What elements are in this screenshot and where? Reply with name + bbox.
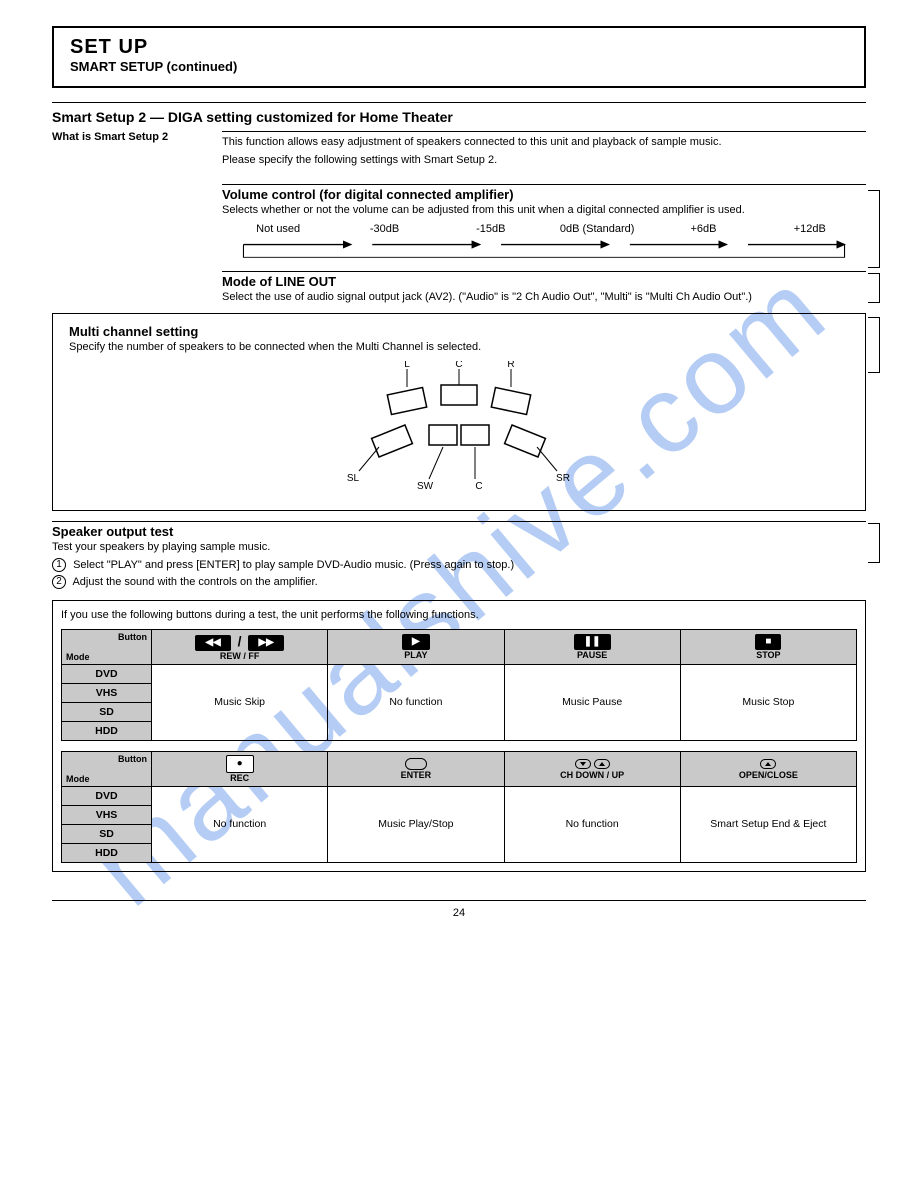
step-1-num: 1	[52, 558, 66, 572]
g1-rewff: Music Skip	[152, 664, 328, 740]
spk-R: R	[507, 361, 514, 370]
intro-label: What is Smart Setup 2	[52, 131, 222, 145]
vol-desc: Selects whether or not the volume can be…	[222, 204, 866, 218]
pause-icon: ❚❚	[574, 634, 611, 650]
vol-title: Volume control (for digital connected am…	[222, 187, 866, 202]
button-table-1: Mode Button ◀◀ / ▶▶ REW / FF ▶ PLAY ❚❚ P…	[61, 629, 857, 741]
mode-hdd: HDD	[62, 721, 152, 740]
mode-vhs: VHS	[62, 683, 152, 702]
flow-1: -30dB	[334, 223, 434, 235]
step-2-num: 2	[52, 575, 66, 589]
section-heading: Smart Setup 2 — DIGA setting customized …	[52, 109, 866, 125]
button-table-2: Mode Button ● REC ENTER CH DOWN / UP	[61, 751, 857, 863]
hdr-rec: ● REC	[152, 751, 328, 786]
test-title: Speaker output test	[52, 524, 866, 539]
lineout-desc: Select the use of audio signal output ja…	[222, 291, 866, 305]
intro-body-1: This function allows easy adjustment of …	[222, 136, 866, 150]
vol-flow-diagram: Not used -30dB -15dB 0dB (Standard) +6dB…	[222, 223, 866, 261]
title-sub: SMART SETUP (continued)	[70, 59, 848, 74]
spk-C2: C	[475, 481, 482, 492]
mode2-hdd: HDD	[62, 843, 152, 862]
mode-dvd: DVD	[62, 664, 152, 683]
g1-play: No function	[328, 664, 504, 740]
play-icon: ▶	[402, 634, 430, 650]
enter-icon	[405, 758, 427, 770]
g1-pause: Music Pause	[504, 664, 680, 740]
hdr-pause: ❚❚ PAUSE	[504, 629, 680, 664]
g2-rec: No function	[152, 786, 328, 862]
spk-SL: SL	[347, 473, 360, 484]
hdr-rew-ff: ◀◀ / ▶▶ REW / FF	[152, 629, 328, 664]
hdr-enter: ENTER	[328, 751, 504, 786]
test-lead: Test your speakers by playing sample mus…	[52, 541, 866, 555]
flow-5: +12dB	[760, 223, 860, 235]
multi-desc: Specify the number of speakers to be con…	[69, 341, 849, 355]
mode-sd: SD	[62, 702, 152, 721]
flow-2: -15dB	[441, 223, 541, 235]
g2-eject: Smart Setup End & Eject	[680, 786, 856, 862]
spk-SR: SR	[556, 473, 570, 484]
spk-L: L	[404, 361, 410, 370]
flow-0: Not used	[228, 223, 328, 235]
ch-down-icon	[575, 759, 591, 769]
table-note: If you use the following buttons during …	[61, 609, 857, 623]
flow-4: +6dB	[653, 223, 753, 235]
rec-icon: ●	[226, 755, 254, 773]
page-number: 24	[453, 907, 465, 919]
spk-SW: SW	[417, 481, 434, 492]
hdr-eject: OPEN/CLOSE	[680, 751, 856, 786]
title-box: SET UP SMART SETUP (continued)	[52, 26, 866, 88]
mode2-sd: SD	[62, 824, 152, 843]
ff-icon: ▶▶	[248, 635, 283, 651]
eject-icon	[760, 759, 776, 769]
multi-channel-box: Multi channel setting Specify the number…	[52, 313, 866, 511]
step-2-text: Adjust the sound with the controls on th…	[72, 576, 317, 588]
hdr-ch: CH DOWN / UP	[504, 751, 680, 786]
hdr-play: ▶ PLAY	[328, 629, 504, 664]
ch-up-icon	[594, 759, 610, 769]
rew-icon: ◀◀	[195, 635, 230, 651]
g1-stop: Music Stop	[680, 664, 856, 740]
multi-title: Multi channel setting	[69, 324, 849, 339]
hdr-stop: ■ STOP	[680, 629, 856, 664]
step-1-text: Select "PLAY" and press [ENTER] to play …	[73, 558, 514, 570]
mode2-vhs: VHS	[62, 805, 152, 824]
flow-3: 0dB (Standard)	[547, 223, 647, 235]
corner-cell-2: Mode Button	[62, 751, 152, 786]
button-table-box: If you use the following buttons during …	[52, 600, 866, 872]
title-main: SET UP	[70, 36, 848, 59]
intro-body-2: Please specify the following settings wi…	[222, 154, 866, 168]
stop-icon: ■	[755, 634, 781, 650]
g2-enter: Music Play/Stop	[328, 786, 504, 862]
corner-cell-1: Mode Button	[62, 629, 152, 664]
spk-C: C	[455, 361, 462, 370]
speaker-diagram: L C R SL SW C SR	[279, 361, 639, 504]
mode2-dvd: DVD	[62, 786, 152, 805]
lineout-title: Mode of LINE OUT	[222, 274, 866, 289]
g2-ch: No function	[504, 786, 680, 862]
